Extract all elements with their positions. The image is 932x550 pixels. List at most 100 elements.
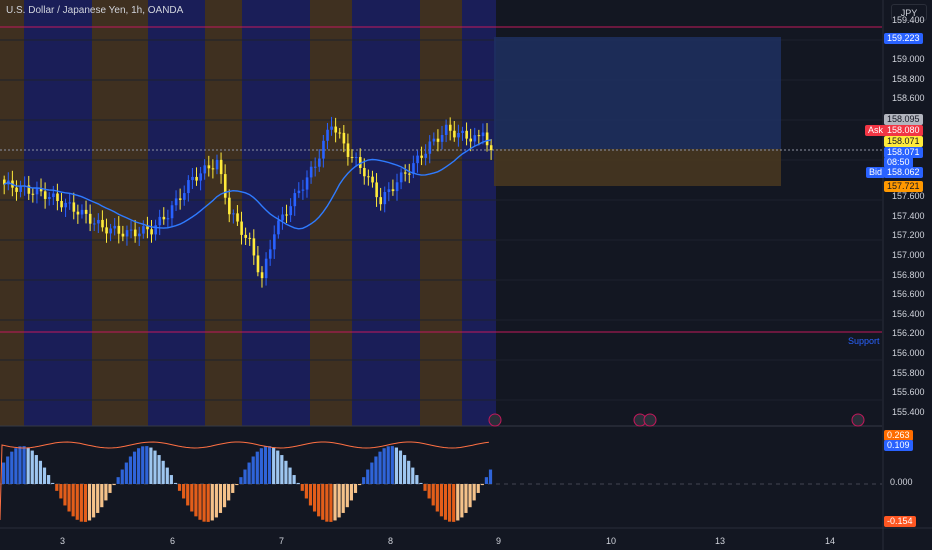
price-tick-label: 155.600 [892,387,925,398]
candle-body-84 [346,143,350,157]
candle-body-56 [232,213,235,215]
candle-body-47 [195,176,198,181]
candle-body-22 [93,223,96,225]
target-price-tag: 159.223 [884,33,923,44]
hist-bar-59 [243,469,247,484]
hist-bar-56 [231,484,235,493]
hist-bar-115 [472,484,476,501]
hist-bar-12 [51,482,55,484]
candle-body-11 [48,197,51,199]
indicator-value-2: 0.109 [884,440,913,451]
currency-button[interactable]: JPY [891,4,927,21]
candle-body-57 [236,213,239,222]
hist-bar-73 [300,484,304,491]
candle-body-77 [318,158,321,167]
candle-body-55 [228,197,231,215]
candle-body-91 [375,182,378,198]
candle-body-0 [3,179,6,185]
hist-bar-13 [55,484,59,491]
candle-body-27 [113,225,117,229]
hist-bar-104 [427,484,431,499]
hist-bar-74 [304,484,308,499]
hist-bar-33 [137,448,141,484]
price-tick-label: 159.000 [892,54,925,64]
candle-body-101 [416,155,419,164]
hist-bar-1 [6,456,10,484]
candle-body-15 [64,202,67,208]
indicator-pane [0,441,493,522]
candle-body-68 [281,214,284,221]
bid-label: Bid [866,167,886,178]
session-band-1 [24,0,92,426]
candle-body-115 [473,135,477,142]
hist-bar-35 [145,446,149,484]
candle-body-14 [60,201,63,208]
hist-bar-38 [157,455,161,484]
hist-bar-100 [411,467,415,484]
session-band-2 [92,0,148,426]
moving-average-path [3,139,492,230]
price-tick-label: 156.600 [892,289,925,300]
position-zones[interactable] [0,37,882,186]
hist-bar-105 [431,484,435,506]
hist-bar-26 [108,484,112,493]
candle-body-6 [27,185,31,194]
candle-body-93 [383,192,387,205]
candle-body-20 [84,209,88,214]
candle-body-88 [363,167,366,177]
candle-body-41 [170,205,174,219]
hist-bar-30 [124,462,128,484]
hist-bar-107 [439,484,444,517]
signal-line [0,441,489,521]
candle-body-90 [371,176,374,183]
hist-bar-48 [198,484,202,520]
hist-bar-52 [214,484,218,518]
candle-body-118 [485,132,489,146]
price-tick-label: 158.600 [892,93,925,104]
candle-body-37 [154,225,157,235]
price-tick-label: 156.200 [892,328,925,339]
hist-bar-106 [435,484,439,512]
hist-bar-49 [202,484,206,522]
support-label: Support [848,336,880,346]
hist-bar-68 [280,455,284,484]
candle-body-50 [207,165,211,169]
candle-body-98 [403,172,407,174]
support-lines[interactable] [0,26,882,333]
stop-zone [494,149,781,186]
hist-bar-19 [79,484,83,522]
time-tick-label: 6 [170,536,176,546]
candle-body-38 [158,216,162,226]
hist-bar-99 [407,460,411,484]
hist-bar-78 [321,484,325,520]
candle-body-99 [408,173,411,175]
grid-lines [0,39,882,485]
hist-bar-31 [128,456,133,484]
time-tick-label: 3 [60,536,66,546]
candle-body-53 [219,159,223,175]
hist-bar-57 [235,484,239,486]
candle-body-61 [252,238,256,256]
candle-body-73 [301,189,305,191]
session-bands [0,0,496,426]
candle-body-40 [166,218,170,220]
hist-bar-15 [63,484,67,506]
candle-body-113 [465,130,468,139]
candle-body-39 [162,216,166,220]
candle-body-72 [297,190,301,194]
price-tick-label: 155.800 [892,367,925,378]
candle-body-16 [68,202,72,204]
countdown-tag: 08:50 [884,157,913,168]
candle-body-36 [150,229,153,235]
hist-bar-10 [42,467,47,484]
indicator-value-1: 0.263 [884,430,913,441]
event-icons[interactable] [488,413,865,427]
hist-bar-18 [75,484,79,520]
session-band-5 [242,0,310,426]
price-tick-label: 159.400 [892,14,925,25]
time-tick-label: 13 [715,536,726,546]
time-tick-label: 8 [388,536,394,546]
hist-bar-41 [169,475,173,484]
